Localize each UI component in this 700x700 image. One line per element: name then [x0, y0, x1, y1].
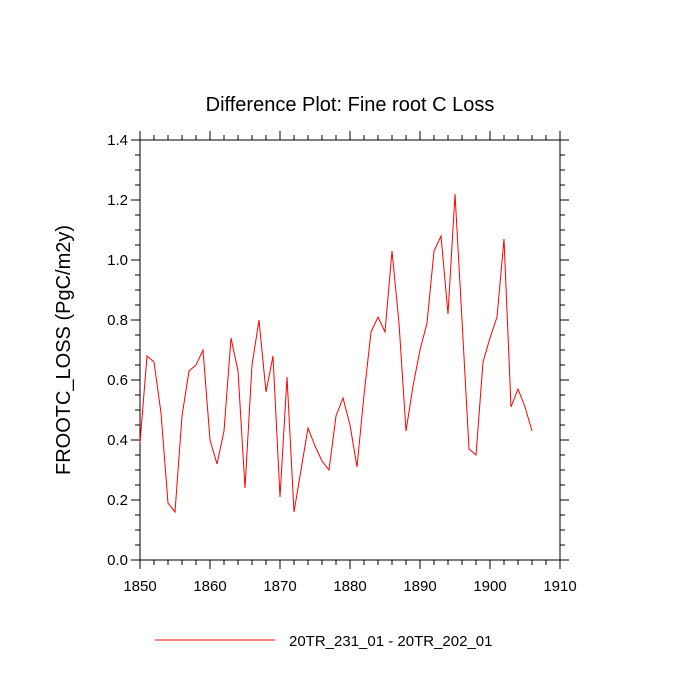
x-tick-label: 1860 [193, 578, 226, 595]
x-tick-label: 1870 [263, 578, 296, 595]
y-tick-label: 1.4 [107, 132, 128, 149]
x-tick-label: 1910 [543, 578, 576, 595]
x-tick-label: 1850 [123, 578, 156, 595]
y-tick-label: 0.8 [107, 312, 128, 329]
legend-label: 20TR_231_01 - 20TR_202_01 [289, 633, 492, 650]
axis-ticks [131, 131, 569, 569]
y-axis-label: FROOTC_LOSS (PgC/m2y) [53, 225, 75, 475]
legend: 20TR_231_01 - 20TR_202_01 [155, 633, 492, 650]
y-tick-label: 0.6 [107, 372, 128, 389]
y-tick-label: 0.4 [107, 432, 128, 449]
y-tick-label: 0.0 [107, 552, 128, 569]
y-tick-label: 1.2 [107, 192, 128, 209]
y-tick-label: 0.2 [107, 492, 128, 509]
x-tick-label: 1890 [403, 578, 436, 595]
tick-labels: 1850 1860 1870 1880 1890 1900 1910 0.0 0.2 0.4 0.6… [107, 132, 577, 595]
x-tick-label: 1880 [333, 578, 366, 595]
plot-frame [139, 139, 561, 561]
x-tick-label: 1900 [473, 578, 506, 595]
series-line [139, 193, 533, 514]
chart-title: Difference Plot: Fine root C Loss [206, 94, 495, 116]
y-tick-label: 1.0 [107, 252, 128, 269]
